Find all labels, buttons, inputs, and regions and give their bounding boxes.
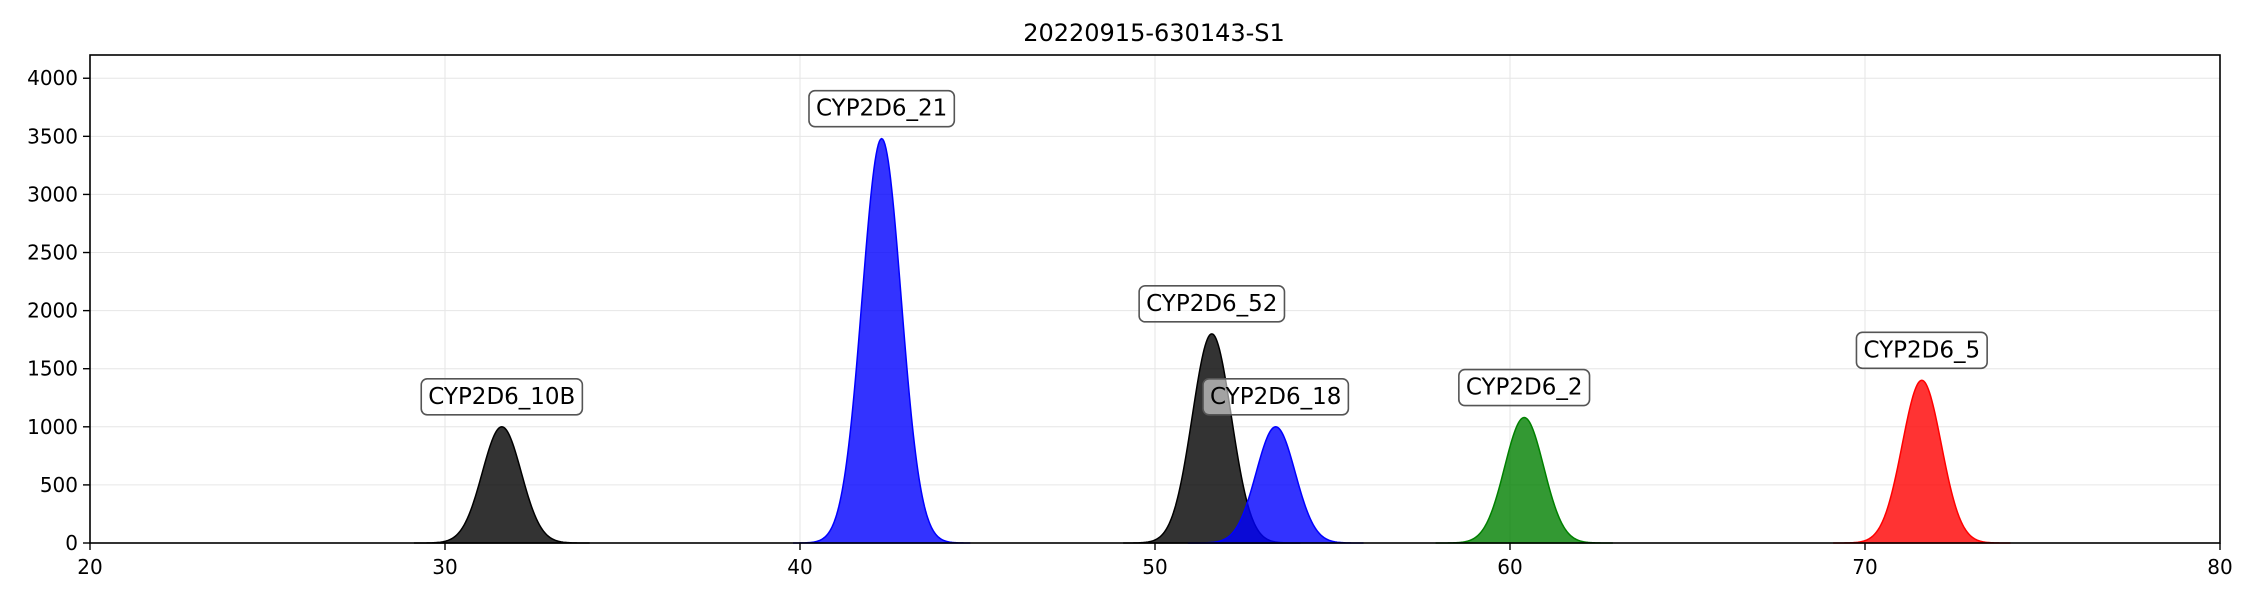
peak-label-3: CYP2D6_18 — [1202, 378, 1350, 416]
peak-area-5 — [1833, 379, 2011, 544]
x-tick-label: 40 — [787, 555, 812, 579]
peak-label-box — [808, 89, 956, 128]
y-tick-label: 3000 — [27, 182, 78, 206]
peak-label-box — [1202, 378, 1350, 416]
peak-area-1 — [793, 137, 971, 544]
peak-label-text: CYP2D6_18 — [1210, 384, 1341, 410]
peak-area-4 — [1435, 416, 1613, 544]
peak-label-text: CYP2D6_10B — [428, 384, 575, 410]
x-tick-label: 70 — [1852, 555, 1877, 579]
y-tick-label: 2000 — [27, 299, 78, 323]
peak-labels: CYP2D6_10B CYP2D6_21 CYP2D6_52 CYP2D6_18 CYP… — [420, 89, 1988, 416]
y-tick-label: 0 — [65, 531, 78, 555]
peak-label-box — [420, 378, 584, 416]
y-tick-label: 500 — [40, 473, 78, 497]
peak-label-5: CYP2D6_5 — [1855, 331, 1988, 370]
peak-label-2: CYP2D6_52 — [1138, 285, 1286, 323]
peak-label-box — [1855, 331, 1988, 370]
peak-label-text: CYP2D6_5 — [1863, 337, 1980, 363]
y-tick-label: 2500 — [27, 241, 78, 265]
x-tick-label: 80 — [2207, 555, 2232, 579]
x-tick-label: 60 — [1497, 555, 1522, 579]
y-tick-label: 1500 — [27, 357, 78, 381]
peak-label-text: CYP2D6_52 — [1146, 291, 1277, 317]
peak-label-4: CYP2D6_2 — [1458, 368, 1591, 407]
x-tick-label: 50 — [1142, 555, 1167, 579]
peak-area-0 — [413, 426, 590, 544]
y-tick-label: 3500 — [27, 124, 78, 148]
peak-label-0: CYP2D6_10B — [420, 378, 584, 416]
x-tick-label: 30 — [432, 555, 457, 579]
chart-title: 20220915-630143-S1 — [1023, 19, 1285, 47]
peak-label-box — [1138, 285, 1286, 323]
x-tick-label: 20 — [77, 555, 102, 579]
y-tick-label: 4000 — [27, 66, 78, 90]
peak-areas — [413, 137, 2011, 544]
peak-label-box — [1458, 368, 1591, 407]
peak-label-text: CYP2D6_21 — [816, 96, 947, 122]
peak-label-text: CYP2D6_2 — [1466, 375, 1583, 401]
peak-label-1: CYP2D6_21 — [808, 89, 956, 128]
peak-area-3 — [1187, 426, 1364, 544]
axis-ticks: 20 30 40 50 60 70 80 0 500 1000 1500 2000 2500 3000 35… — [27, 66, 2233, 579]
y-tick-label: 1000 — [27, 415, 78, 439]
